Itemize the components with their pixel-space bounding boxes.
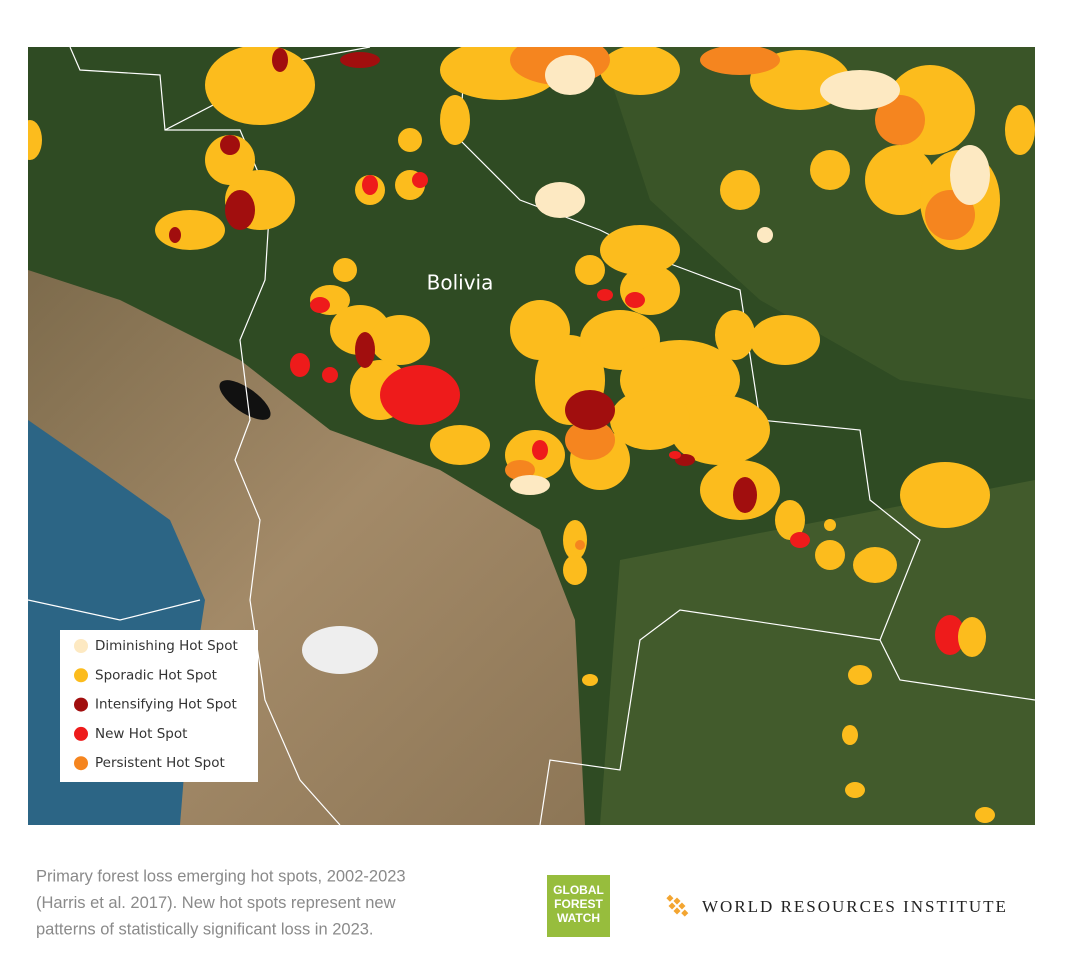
hot-spot — [810, 150, 850, 190]
border — [539, 609, 881, 825]
hot-spot — [935, 615, 965, 655]
hot-spot — [565, 390, 615, 430]
legend-label: New Hot Spot — [95, 726, 187, 742]
hot-spot — [757, 227, 773, 243]
caption-line: Primary forest loss emerging hot spots, … — [36, 867, 406, 885]
legend-swatch — [74, 639, 88, 653]
borders — [28, 47, 1035, 825]
hot-spot — [322, 367, 338, 383]
hot-spot — [848, 665, 872, 685]
hot-spot — [824, 519, 836, 531]
hot-spot — [225, 190, 255, 230]
hot-spot — [155, 210, 225, 250]
border — [69, 47, 341, 825]
hot-spot — [220, 135, 240, 155]
wri-logo-text: WORLD RESOURCES INSTITUTE — [702, 897, 1008, 916]
legend-swatch — [74, 726, 88, 741]
hot-spot — [865, 145, 935, 215]
hot-spot — [565, 420, 615, 460]
caption-line: patterns of statistically significant lo… — [36, 920, 374, 938]
hot-spot — [430, 425, 490, 465]
hot-spot — [820, 70, 900, 110]
hot-spot — [575, 540, 585, 550]
hot-spot — [205, 47, 315, 125]
hot-spot — [205, 135, 255, 185]
hot-spot — [842, 725, 858, 745]
hot-spot — [900, 462, 990, 528]
hot-spot — [582, 674, 598, 686]
hot-spot — [412, 172, 428, 188]
hot-spot — [669, 451, 681, 459]
map: Bolivia — [28, 47, 1035, 825]
hot-spot — [440, 95, 470, 145]
hot-spot — [370, 315, 430, 365]
gfw-logo — [547, 875, 610, 937]
hot-spot — [545, 55, 595, 95]
salt-flat — [302, 626, 378, 674]
legend-swatch — [74, 697, 88, 712]
hot-spot — [950, 145, 990, 205]
map-label: Bolivia — [427, 271, 494, 295]
hot-spot — [600, 225, 680, 275]
hot-spot — [575, 255, 605, 285]
hot-spot — [853, 547, 897, 583]
hot-spot — [720, 170, 760, 210]
hot-spots — [28, 47, 1035, 823]
gfw-line: WATCH — [557, 911, 600, 925]
legend-label: Sporadic Hot Spot — [95, 667, 217, 683]
hot-spot — [600, 47, 680, 95]
hot-spot — [975, 807, 995, 823]
hot-spot — [700, 47, 780, 75]
hot-spot — [380, 365, 460, 425]
hot-spot — [535, 182, 585, 218]
gfw-line: GLOBAL — [553, 883, 604, 897]
legend-box — [60, 630, 258, 782]
hot-spot — [733, 477, 757, 513]
hot-spot — [750, 315, 820, 365]
hot-spot — [775, 500, 805, 540]
legend-label: Diminishing Hot Spot — [95, 638, 238, 654]
hot-spot — [958, 617, 986, 657]
hot-spot — [597, 289, 613, 301]
hot-spot — [875, 95, 925, 145]
hot-spot — [790, 532, 810, 548]
hot-spot — [1005, 105, 1035, 155]
caption: Primary forest loss emerging hot spots, … — [36, 867, 406, 938]
hot-spot — [340, 52, 380, 68]
legend-swatch — [74, 668, 88, 683]
caption-line: (Harris et al. 2017). New hot spots repr… — [36, 894, 396, 912]
hot-spot — [563, 555, 587, 585]
hot-spot — [563, 520, 587, 560]
hot-spot — [670, 395, 770, 465]
legend-swatch — [74, 756, 88, 771]
hot-spot — [355, 332, 375, 368]
hot-spot — [28, 120, 42, 160]
hot-spot — [333, 258, 357, 282]
legend-label: Intensifying Hot Spot — [95, 697, 237, 713]
hot-spot — [310, 297, 330, 313]
hot-spot — [362, 175, 378, 195]
border — [28, 599, 201, 621]
chaco — [600, 480, 1035, 825]
legend-label: Persistent Hot Spot — [95, 755, 225, 771]
hot-spot — [290, 353, 310, 377]
gfw-line: FOREST — [554, 897, 603, 911]
wri-icon — [666, 894, 689, 917]
hot-spot — [272, 48, 288, 72]
hot-spot — [815, 540, 845, 570]
hot-spot — [532, 440, 548, 460]
lake — [219, 380, 271, 420]
hot-spot — [845, 782, 865, 798]
hot-spot — [610, 390, 690, 450]
hot-spot — [398, 128, 422, 152]
hot-spot — [169, 227, 181, 243]
hot-spot — [510, 475, 550, 495]
hot-spot — [625, 292, 645, 308]
legend: Diminishing Hot Spot Sporadic Hot Spot Int… — [60, 630, 258, 782]
hot-spot — [505, 460, 535, 480]
hot-spot — [715, 310, 755, 360]
